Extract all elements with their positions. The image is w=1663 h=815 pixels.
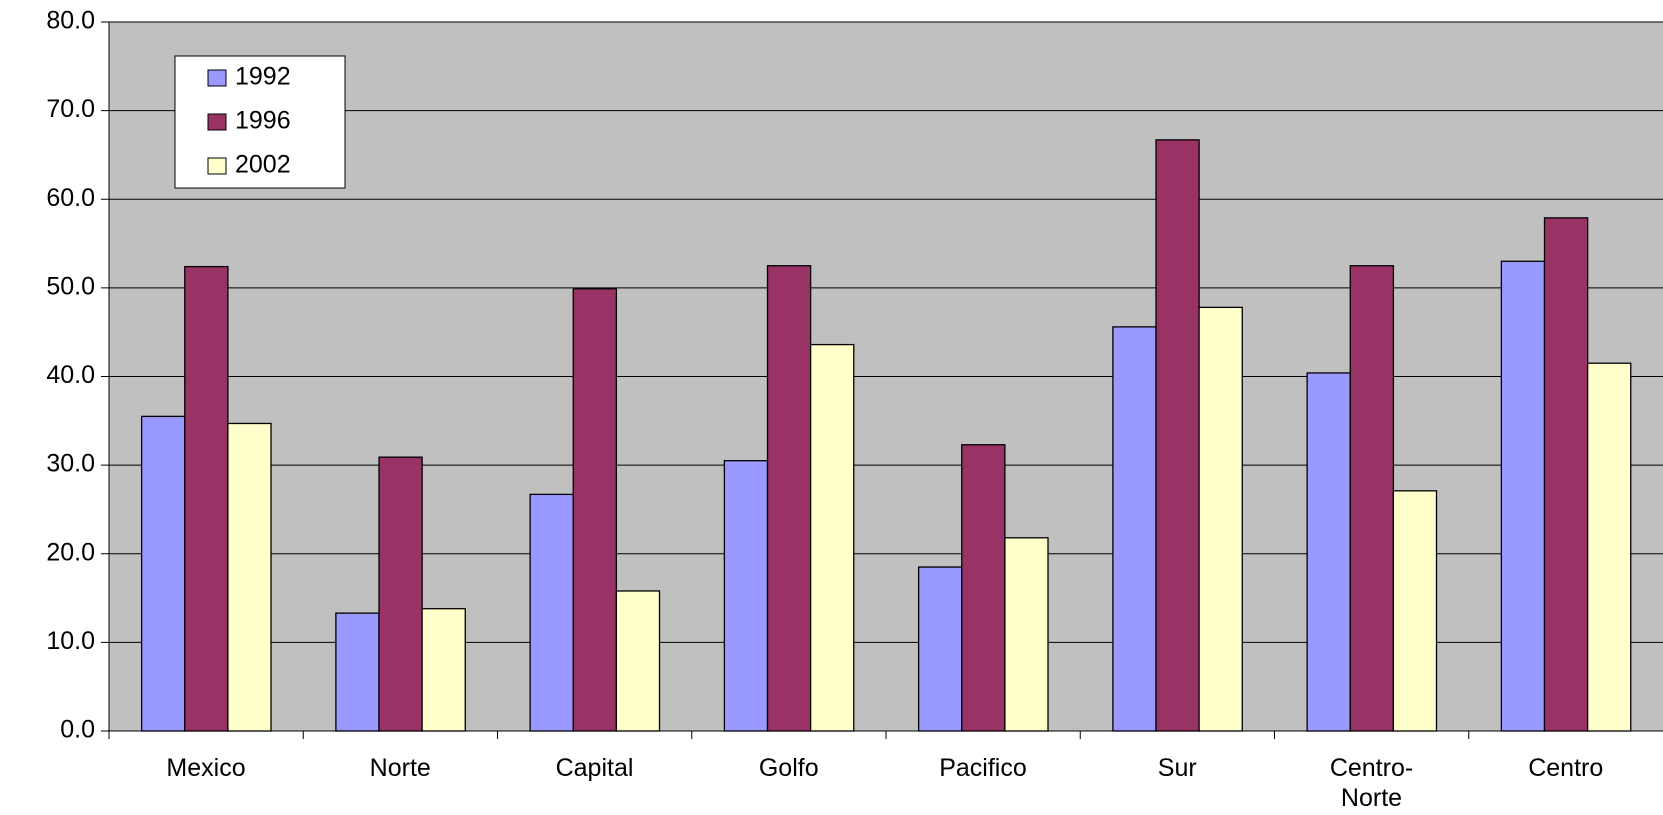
y-tick-label: 50.0 [46, 272, 95, 300]
legend: 1992 1996 2002 [174, 55, 346, 189]
y-tick-label: 10.0 [46, 627, 95, 655]
legend-box [174, 55, 346, 189]
bar [378, 456, 423, 732]
bar [1004, 537, 1049, 732]
legend-swatch [207, 157, 227, 175]
legend-swatch [207, 113, 227, 131]
bar [140, 415, 186, 732]
bar [1198, 306, 1243, 732]
y-tick-label: 40.0 [46, 361, 95, 389]
x-tick-label: Mexico [166, 754, 246, 782]
bar [809, 343, 855, 732]
y-tick-label: 70.0 [46, 95, 95, 123]
bar [1500, 260, 1546, 732]
y-tick-label: 80.0 [46, 7, 95, 35]
legend-label: 2002 [235, 151, 291, 179]
y-tick-label: 60.0 [46, 184, 95, 212]
x-tick-label: Pacifico [939, 754, 1027, 782]
bar [227, 422, 272, 732]
x-tick-label: Sur [1157, 754, 1197, 782]
legend-label: 1992 [235, 63, 291, 91]
legend-label: 1996 [235, 107, 291, 135]
bar [1586, 362, 1632, 732]
bar [1543, 217, 1589, 732]
bar [961, 444, 1006, 732]
x-tick-label: Centro- Norte [1329, 754, 1414, 812]
bar [1112, 326, 1157, 732]
bar [529, 493, 574, 732]
bar [421, 608, 466, 732]
bar [335, 612, 380, 732]
x-tick-label: Capital [555, 754, 634, 782]
y-tick-label: 30.0 [46, 450, 95, 478]
bar [1392, 490, 1438, 732]
bar [917, 566, 963, 732]
y-tick-label: 0.0 [60, 716, 95, 744]
bar [1306, 372, 1351, 732]
x-tick-label: Golfo [758, 754, 819, 782]
bar [1155, 139, 1200, 732]
bar [184, 265, 229, 732]
bar [723, 460, 769, 732]
y-tick-label: 20.0 [46, 538, 95, 566]
bar [766, 265, 812, 732]
legend-swatch [207, 69, 227, 87]
x-tick-label: Centro [1528, 754, 1604, 782]
bar [615, 590, 661, 732]
bar [1349, 265, 1395, 732]
bar [572, 288, 618, 732]
x-tick-label: Norte [369, 754, 431, 782]
